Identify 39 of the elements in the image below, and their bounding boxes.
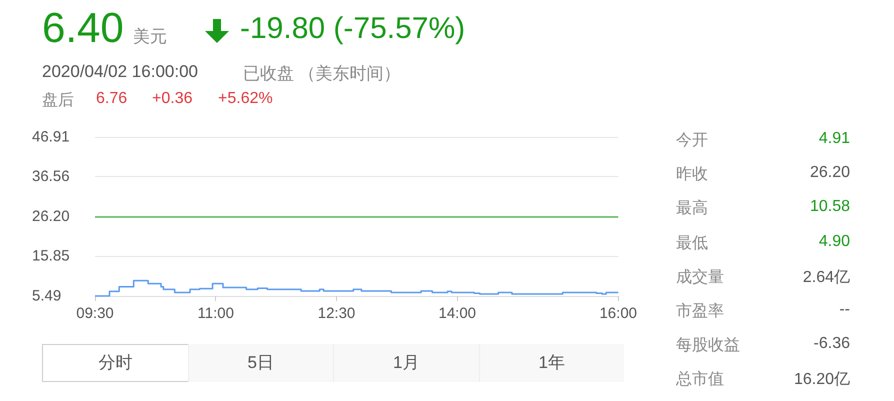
text: 昨收 xyxy=(676,165,708,186)
y-tick-label: 36.56 xyxy=(32,168,70,186)
text: 市盈率 xyxy=(676,302,724,322)
text: 4.91 xyxy=(818,130,850,148)
text: 成交量 xyxy=(676,268,724,288)
y-tick-label: 26.20 xyxy=(32,208,70,225)
text: 美元 xyxy=(133,26,167,48)
x-tick-label: 16:00 xyxy=(599,305,638,322)
x-tick-label: 11:00 xyxy=(198,305,234,322)
text: 4.90 xyxy=(818,232,850,251)
text: 6.76 xyxy=(96,90,128,108)
text: 今开 xyxy=(676,131,708,151)
text: -19.80 (-75.57%) xyxy=(240,12,466,46)
text: 5日 xyxy=(188,344,333,382)
text: 1月 xyxy=(333,344,478,382)
text: +0.36 xyxy=(152,90,192,108)
text: 26.20 xyxy=(810,164,850,182)
y-tick-label: 46.91 xyxy=(32,128,70,146)
text: 最高 xyxy=(676,198,708,220)
text: 2020/04/02 16:00:00 xyxy=(42,62,198,82)
x-tick-label: 09:30 xyxy=(76,305,114,322)
text: 16.20亿 xyxy=(794,370,850,390)
text: 总市值 xyxy=(676,370,724,390)
text: 已收盘 （美东时间） xyxy=(243,63,401,85)
text: 1年 xyxy=(478,344,624,382)
text: -6.36 xyxy=(814,335,850,354)
text: 每股收益 xyxy=(676,336,740,356)
text: +5.62% xyxy=(218,90,273,108)
y-tick-label: 15.85 xyxy=(32,248,70,265)
text: 2.64亿 xyxy=(802,268,850,288)
x-tick-label: 14:00 xyxy=(438,305,476,322)
y-tick-label: 5.49 xyxy=(32,288,62,304)
x-tick-label: 12:30 xyxy=(318,305,356,322)
text: 10.58 xyxy=(810,198,850,216)
text: 分时 xyxy=(42,344,188,382)
text: 6.40 xyxy=(42,4,124,52)
text: -- xyxy=(839,301,850,319)
text: 最低 xyxy=(676,234,708,254)
text: 盘后 xyxy=(42,90,74,111)
